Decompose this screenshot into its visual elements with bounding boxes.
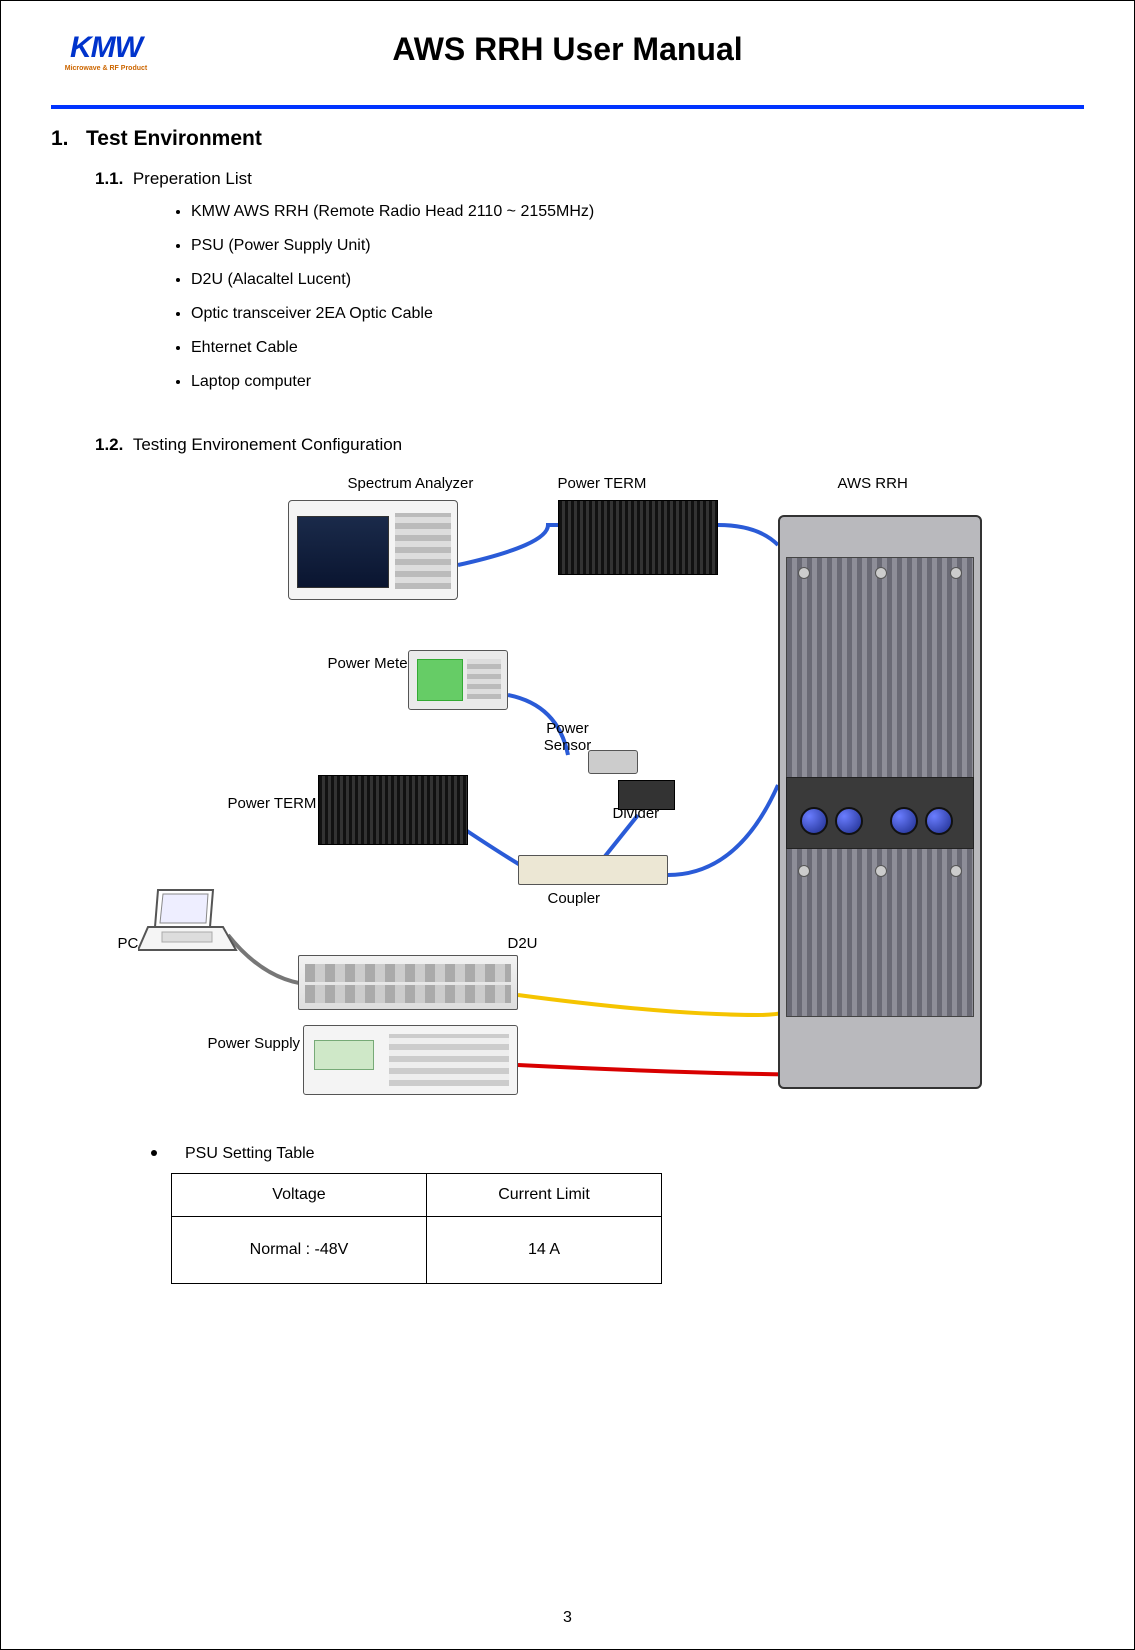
- table-row: Voltage Current Limit: [172, 1174, 662, 1217]
- label-aws-rrh: AWS RRH: [838, 475, 908, 492]
- list-item: PSU (Power Supply Unit): [191, 237, 1084, 255]
- col-voltage: Voltage: [172, 1174, 427, 1217]
- label-power-sensor: Power Sensor: [538, 720, 598, 754]
- header: KMW Microwave & RF Product AWS RRH User …: [51, 31, 1084, 101]
- header-rule: [51, 105, 1084, 109]
- label-d2u: D2U: [508, 935, 538, 952]
- power-term-2: [318, 775, 468, 845]
- label-power-meter: Power Meter: [328, 655, 413, 672]
- label-pc: PC: [118, 935, 139, 952]
- page: KMW Microwave & RF Product AWS RRH User …: [0, 0, 1135, 1650]
- section-1-1-heading: 1.1. Preperation List: [95, 169, 1084, 189]
- section-1-title: Test Environment: [86, 127, 262, 150]
- power-sensor: [588, 750, 638, 774]
- section-1-heading: 1. Test Environment: [51, 127, 1084, 151]
- preparation-list: KMW AWS RRH (Remote Radio Head 2110 ~ 21…: [191, 203, 1084, 391]
- section-1-2-number: 1.2.: [95, 435, 123, 454]
- power-meter: [408, 650, 508, 710]
- label-power-term-top: Power TERM: [558, 475, 647, 492]
- section-1-2-heading: 1.2. Testing Environement Configuration: [95, 435, 1084, 455]
- list-item: Optic transceiver 2EA Optic Cable: [191, 305, 1084, 323]
- label-power-supply: Power Supply: [208, 1035, 301, 1052]
- document-title: AWS RRH User Manual: [51, 31, 1084, 68]
- power-supply: [303, 1025, 518, 1095]
- spectrum-analyzer: [288, 500, 458, 600]
- list-item: Ehternet Cable: [191, 339, 1084, 357]
- cell-voltage: Normal : -48V: [172, 1217, 427, 1284]
- section-1-1-number: 1.1.: [95, 169, 123, 188]
- psu-setting-table: Voltage Current Limit Normal : -48V 14 A: [171, 1173, 662, 1284]
- section-1-2-title: Testing Environement Configuration: [133, 435, 402, 454]
- pc-laptop: [138, 885, 238, 955]
- bullet-icon: [151, 1150, 157, 1156]
- col-current-limit: Current Limit: [427, 1174, 662, 1217]
- label-power-term-2: Power TERM: [228, 795, 317, 812]
- section-1-number: 1.: [51, 127, 69, 150]
- power-term-top: [558, 500, 718, 575]
- label-spectrum-analyzer: Spectrum Analyzer: [348, 475, 474, 492]
- divider: [618, 780, 675, 810]
- list-item: KMW AWS RRH (Remote Radio Head 2110 ~ 21…: [191, 203, 1084, 221]
- psu-heading: PSU Setting Table: [185, 1145, 315, 1163]
- psu-heading-line: PSU Setting Table: [151, 1145, 1084, 1163]
- aws-rrh-unit: [778, 515, 982, 1089]
- test-configuration-diagram: Spectrum Analyzer Power TERM AWS RRH: [118, 475, 1018, 1115]
- table-row: Normal : -48V 14 A: [172, 1217, 662, 1284]
- section-1-1-title: Preperation List: [133, 169, 252, 188]
- label-coupler: Coupler: [548, 890, 601, 907]
- d2u-unit: [298, 955, 518, 1010]
- cell-current: 14 A: [427, 1217, 662, 1284]
- list-item: Laptop computer: [191, 373, 1084, 391]
- list-item: D2U (Alacaltel Lucent): [191, 271, 1084, 289]
- page-number: 3: [1, 1609, 1134, 1627]
- coupler: [518, 855, 668, 885]
